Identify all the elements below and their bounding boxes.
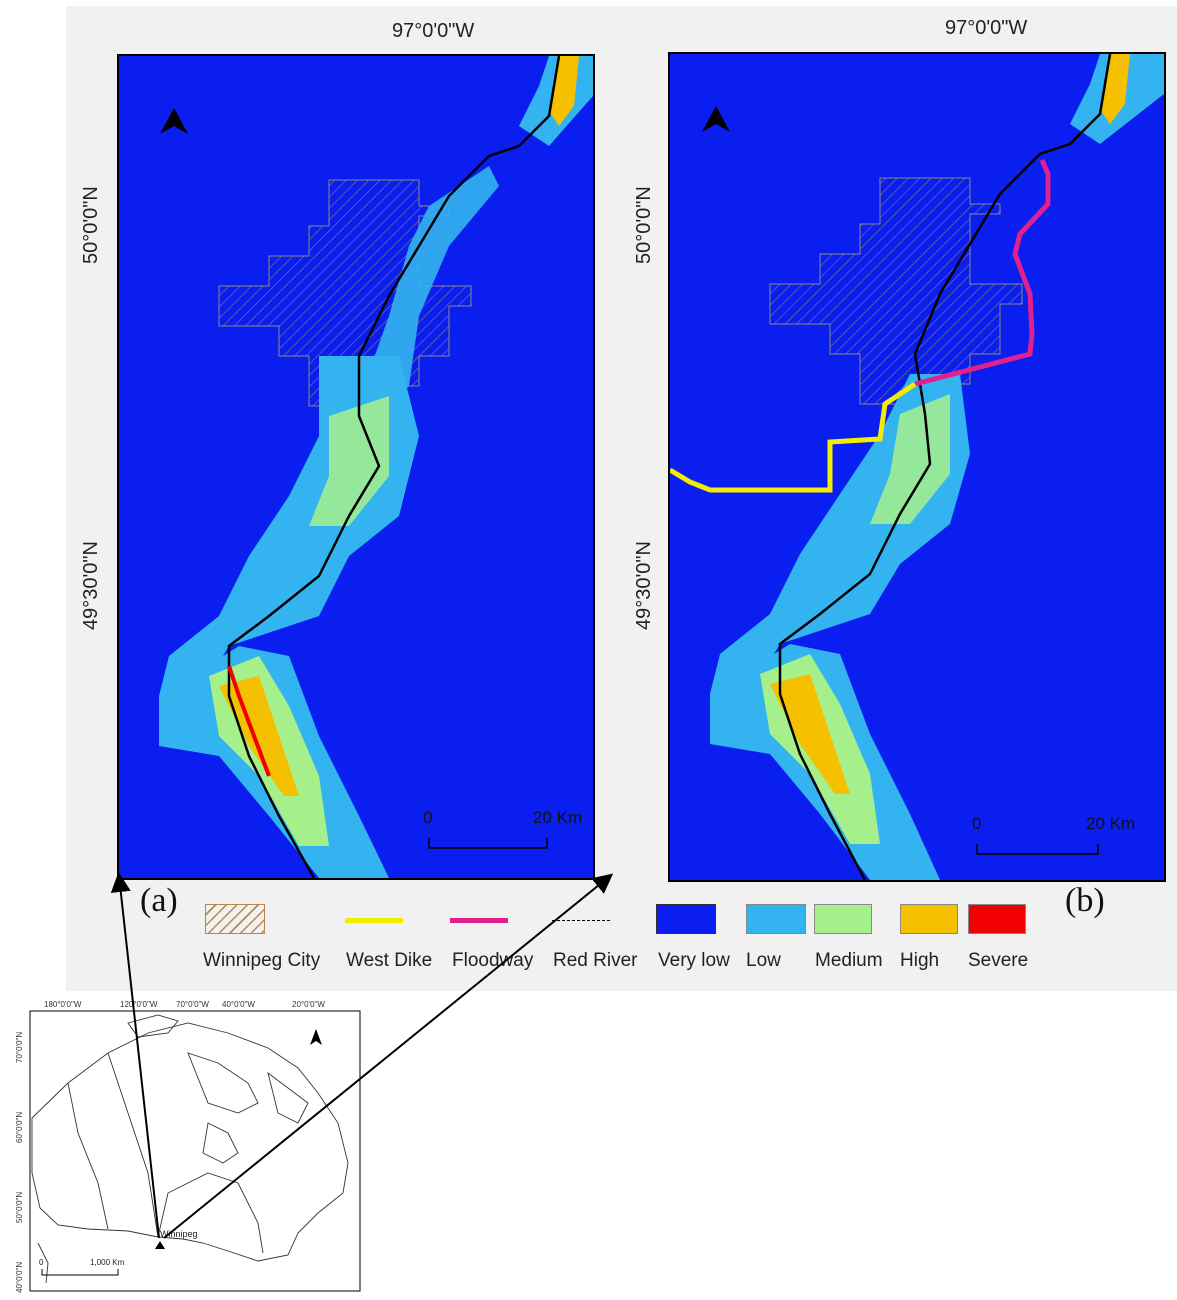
flood-zones-b xyxy=(710,54,1164,880)
inset-lon-20: 20°0'0"W xyxy=(292,1000,325,1009)
panel-label-b: (b) xyxy=(1065,882,1105,919)
legend-label-severe: Severe xyxy=(968,950,1029,971)
legend-label-high: High xyxy=(900,950,940,971)
legend-label-medium: Medium xyxy=(815,950,883,971)
legend-swatch-medium xyxy=(814,904,872,934)
inset-lat-50: 50°0'0"N xyxy=(15,1192,24,1223)
map-a-raster xyxy=(159,56,593,878)
legend-label-winnipeg-city: Winnipeg City xyxy=(203,950,321,971)
legend-label-red-river: Red River xyxy=(553,950,638,971)
red-river-line-b xyxy=(778,54,1112,880)
scale-zero-b: 0 xyxy=(972,814,982,833)
flood-zones-a xyxy=(159,56,593,878)
scale-zero-a: 0 xyxy=(423,808,433,827)
inset-lon-120: 120°0'0"W xyxy=(120,1000,158,1009)
canada-inset-map: 180°0'0"W 120°0'0"W 70°0'0"W 40°0'0"W 20… xyxy=(8,993,368,1295)
legend-swatch-severe xyxy=(968,904,1026,934)
panel-a-longitude-label: 97°0'0"W xyxy=(392,20,475,42)
panel-b-longitude-label: 97°0'0"W xyxy=(945,17,1028,39)
inset-city-label: Winnipeg xyxy=(160,1229,198,1239)
inset-lat-70: 70°0'0"N xyxy=(15,1032,24,1063)
legend-label-low: Low xyxy=(746,950,781,971)
inset-lon-70: 70°0'0"W xyxy=(176,1000,209,1009)
legend-swatch-winnipeg-city xyxy=(205,904,265,934)
north-arrow-b xyxy=(702,106,730,132)
inset-scale-bar xyxy=(41,1269,119,1276)
legend-swatch-red-river xyxy=(552,920,610,921)
legend-label-very-low: Very low xyxy=(658,950,730,971)
floodway-line xyxy=(914,159,1051,387)
map-legend: Winnipeg City West Dike Floodway Red Riv… xyxy=(200,904,1060,974)
legend-swatch-high xyxy=(900,904,958,934)
inset-lat-60: 60°0'0"N xyxy=(15,1112,24,1143)
north-arrow-a xyxy=(160,108,188,134)
flood-hazard-map-a: 0 20 Km xyxy=(117,54,595,880)
panel-b-latitude-label-50: 50°0'0"N xyxy=(633,186,655,264)
flood-hazard-map-b: 0 20 Km xyxy=(668,52,1166,882)
inset-scale-end: 1,000 Km xyxy=(90,1258,125,1267)
scale-bar-b xyxy=(976,844,1099,855)
panel-label-a: (a) xyxy=(140,882,178,919)
scale-bar-a xyxy=(428,838,548,849)
inset-lon-180: 180°0'0"W xyxy=(44,1000,82,1009)
winnipeg-city-hatch-b xyxy=(769,177,1023,405)
legend-swatch-very-low xyxy=(656,904,716,934)
legend-swatch-west-dike xyxy=(345,918,403,923)
scale-end-a: 20 Km xyxy=(533,808,583,827)
legend-swatch-floodway xyxy=(450,918,508,923)
legend-label-west-dike: West Dike xyxy=(346,950,433,971)
inset-lon-40: 40°0'0"W xyxy=(222,1000,255,1009)
inset-scale-zero: 0 xyxy=(39,1258,44,1267)
map-b-raster xyxy=(670,54,1164,880)
winnipeg-marker xyxy=(155,1241,165,1249)
scale-end-b: 20 Km xyxy=(1086,814,1136,833)
legend-swatch-low xyxy=(746,904,806,934)
west-dike-line xyxy=(670,381,917,493)
panel-a-latitude-label-49-30: 49°30'0"N xyxy=(80,541,102,630)
panel-a-latitude-label-50: 50°0'0"N xyxy=(80,186,102,264)
inset-lat-40: 40°0'0"N xyxy=(15,1262,24,1293)
inset-svg: 180°0'0"W 120°0'0"W 70°0'0"W 40°0'0"W 20… xyxy=(15,1000,361,1293)
red-river-line-a xyxy=(227,56,561,878)
panel-b-latitude-label-49-30: 49°30'0"N xyxy=(633,541,655,630)
legend-label-floodway: Floodway xyxy=(452,950,534,971)
